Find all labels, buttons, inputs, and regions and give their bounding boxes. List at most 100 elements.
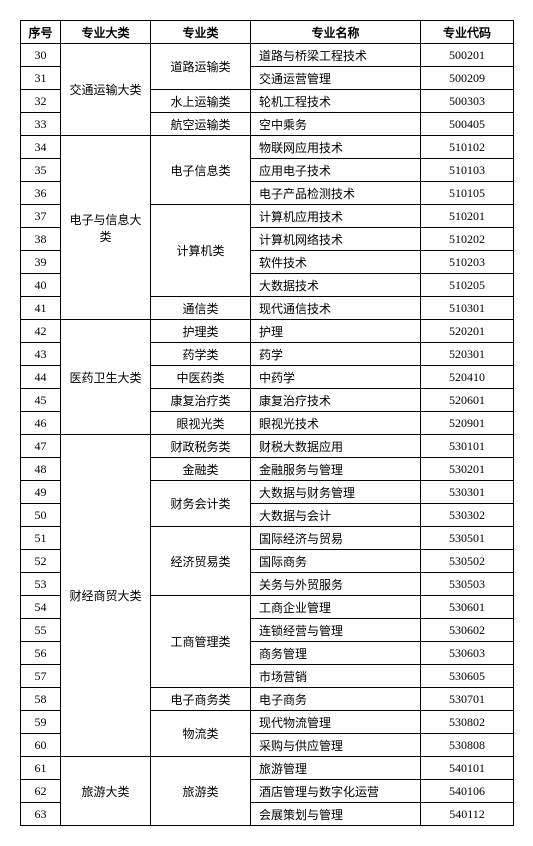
cell-code: 530605 — [421, 665, 514, 688]
table-row: 34电子与信息大类电子信息类物联网应用技术510102 — [21, 136, 514, 159]
table-row: 47财经商贸大类财政税务类财税大数据应用530101 — [21, 435, 514, 458]
cell-seq: 41 — [21, 297, 61, 320]
cell-seq: 50 — [21, 504, 61, 527]
cell-seq: 46 — [21, 412, 61, 435]
cell-sub-cat: 电子信息类 — [151, 136, 251, 205]
cell-name: 商务管理 — [251, 642, 421, 665]
cell-seq: 42 — [21, 320, 61, 343]
cell-seq: 55 — [21, 619, 61, 642]
cell-seq: 30 — [21, 44, 61, 67]
cell-seq: 38 — [21, 228, 61, 251]
cell-seq: 47 — [21, 435, 61, 458]
cell-seq: 52 — [21, 550, 61, 573]
cell-name: 电子商务 — [251, 688, 421, 711]
cell-code: 530501 — [421, 527, 514, 550]
cell-name: 空中乘务 — [251, 113, 421, 136]
cell-name: 市场营销 — [251, 665, 421, 688]
cell-sub-cat: 经济贸易类 — [151, 527, 251, 596]
cell-name: 轮机工程技术 — [251, 90, 421, 113]
cell-code: 530701 — [421, 688, 514, 711]
cell-code: 510201 — [421, 205, 514, 228]
cell-sub-cat: 航空运输类 — [151, 113, 251, 136]
cell-seq: 61 — [21, 757, 61, 780]
cell-seq: 35 — [21, 159, 61, 182]
cell-code: 530602 — [421, 619, 514, 642]
cell-sub-cat: 金融类 — [151, 458, 251, 481]
cell-name: 旅游管理 — [251, 757, 421, 780]
cell-sub-cat: 工商管理类 — [151, 596, 251, 688]
cell-name: 药学 — [251, 343, 421, 366]
cell-code: 510205 — [421, 274, 514, 297]
cell-code: 530302 — [421, 504, 514, 527]
cell-code: 520901 — [421, 412, 514, 435]
cell-sub-cat: 中医药类 — [151, 366, 251, 389]
cell-code: 510102 — [421, 136, 514, 159]
cell-seq: 45 — [21, 389, 61, 412]
cell-sub-cat: 物流类 — [151, 711, 251, 757]
cell-name: 中药学 — [251, 366, 421, 389]
cell-name: 国际经济与贸易 — [251, 527, 421, 550]
cell-name: 康复治疗技术 — [251, 389, 421, 412]
cell-code: 510105 — [421, 182, 514, 205]
cell-name: 大数据技术 — [251, 274, 421, 297]
cell-code: 530601 — [421, 596, 514, 619]
cell-code: 530503 — [421, 573, 514, 596]
cell-seq: 37 — [21, 205, 61, 228]
cell-code: 510103 — [421, 159, 514, 182]
cell-seq: 39 — [21, 251, 61, 274]
header-major-cat: 专业大类 — [61, 21, 151, 44]
cell-name: 物联网应用技术 — [251, 136, 421, 159]
cell-name: 现代物流管理 — [251, 711, 421, 734]
cell-code: 530603 — [421, 642, 514, 665]
cell-seq: 59 — [21, 711, 61, 734]
cell-code: 540112 — [421, 803, 514, 826]
cell-code: 530101 — [421, 435, 514, 458]
cell-code: 520410 — [421, 366, 514, 389]
cell-seq: 49 — [21, 481, 61, 504]
cell-name: 交通运营管理 — [251, 67, 421, 90]
cell-name: 应用电子技术 — [251, 159, 421, 182]
cell-name: 连锁经营与管理 — [251, 619, 421, 642]
cell-name: 护理 — [251, 320, 421, 343]
cell-sub-cat: 电子商务类 — [151, 688, 251, 711]
cell-name: 工商企业管理 — [251, 596, 421, 619]
cell-code: 530802 — [421, 711, 514, 734]
header-sub-cat: 专业类 — [151, 21, 251, 44]
cell-sub-cat: 财务会计类 — [151, 481, 251, 527]
cell-sub-cat: 旅游类 — [151, 757, 251, 826]
cell-name: 现代通信技术 — [251, 297, 421, 320]
cell-seq: 32 — [21, 90, 61, 113]
cell-seq: 31 — [21, 67, 61, 90]
cell-sub-cat: 护理类 — [151, 320, 251, 343]
header-seq: 序号 — [21, 21, 61, 44]
cell-name: 电子产品检测技术 — [251, 182, 421, 205]
cell-name: 财税大数据应用 — [251, 435, 421, 458]
cell-code: 510301 — [421, 297, 514, 320]
cell-seq: 54 — [21, 596, 61, 619]
cell-name: 金融服务与管理 — [251, 458, 421, 481]
cell-name: 眼视光技术 — [251, 412, 421, 435]
cell-sub-cat: 眼视光类 — [151, 412, 251, 435]
cell-sub-cat: 通信类 — [151, 297, 251, 320]
table-row: 30交通运输大类道路运输类道路与桥梁工程技术500201 — [21, 44, 514, 67]
cell-seq: 48 — [21, 458, 61, 481]
cell-name: 会展策划与管理 — [251, 803, 421, 826]
cell-code: 540106 — [421, 780, 514, 803]
header-code: 专业代码 — [421, 21, 514, 44]
cell-code: 510203 — [421, 251, 514, 274]
cell-name: 大数据与财务管理 — [251, 481, 421, 504]
cell-name: 大数据与会计 — [251, 504, 421, 527]
cell-major-cat: 交通运输大类 — [61, 44, 151, 136]
cell-sub-cat: 药学类 — [151, 343, 251, 366]
cell-name: 计算机应用技术 — [251, 205, 421, 228]
cell-seq: 34 — [21, 136, 61, 159]
cell-code: 530502 — [421, 550, 514, 573]
cell-name: 道路与桥梁工程技术 — [251, 44, 421, 67]
cell-code: 520201 — [421, 320, 514, 343]
cell-sub-cat: 计算机类 — [151, 205, 251, 297]
table-header-row: 序号 专业大类 专业类 专业名称 专业代码 — [21, 21, 514, 44]
cell-seq: 57 — [21, 665, 61, 688]
cell-name: 酒店管理与数字化运营 — [251, 780, 421, 803]
cell-name: 国际商务 — [251, 550, 421, 573]
cell-code: 520301 — [421, 343, 514, 366]
